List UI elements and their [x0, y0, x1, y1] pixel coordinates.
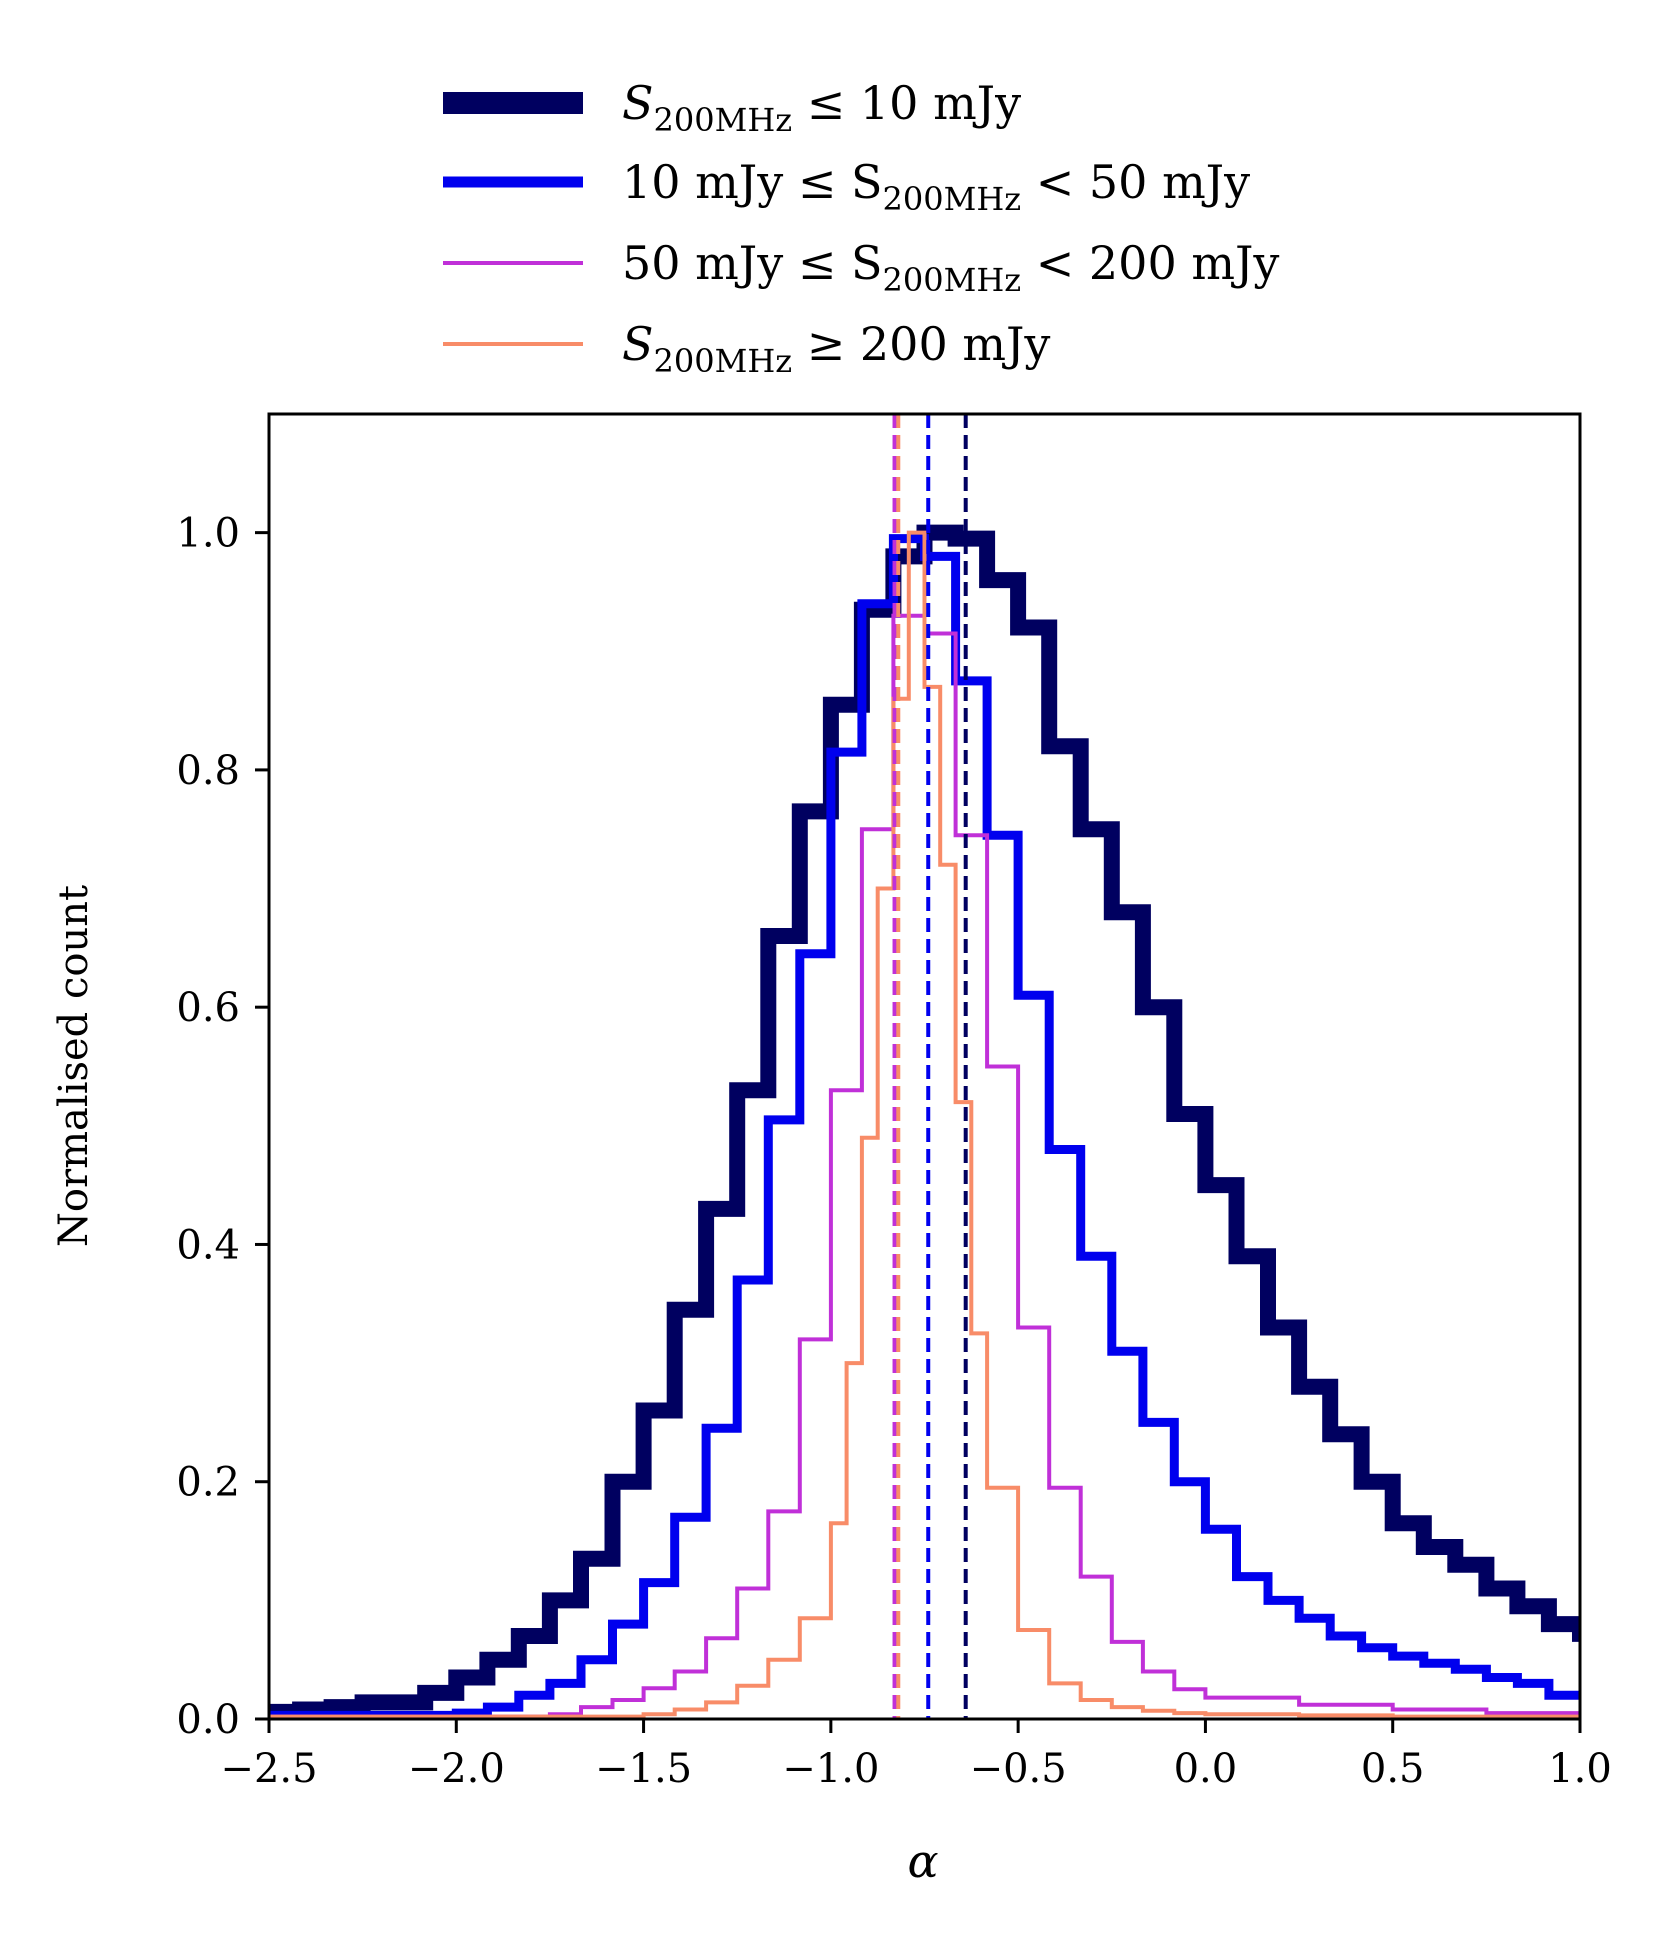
legend-label-3-rest: ≥ 200 mJy	[792, 317, 1050, 371]
legend-label-1-rest: < 50 mJy	[1021, 155, 1250, 209]
legend-label-1: 10 mJy ≤ S200MHz < 50 mJy	[622, 155, 1250, 218]
x-tick-label-7: 1.0	[1548, 1746, 1612, 1792]
x-tick-label-5: 0.0	[1174, 1746, 1238, 1792]
y-tick-label-4: 0.8	[176, 748, 240, 794]
legend-label-1-sub: 200MHz	[883, 180, 1022, 218]
series-group	[269, 414, 1580, 1719]
legend-label-1-head: 10 mJy ≤ S	[622, 155, 883, 209]
x-axis-title: α	[907, 1834, 938, 1888]
plot-area: −2.5 −2.0 −1.5 −1.0 −0.5 0.0 0.5 1.0 0.0 0.2 0.4 0.…	[176, 412, 1612, 1792]
x-tick-label-4: −0.5	[970, 1746, 1067, 1792]
histogram-series-3	[269, 530, 1580, 1719]
y-tick-label-1: 0.2	[176, 1460, 240, 1506]
legend-label-3: S200MHz ≥ 200 mJy	[622, 317, 1050, 380]
legend-label-2-head: 50 mJy ≤ S	[622, 236, 883, 290]
x-tick-label-0: −2.5	[220, 1746, 317, 1792]
legend-entry-3: S200MHz ≥ 200 mJy	[443, 317, 1050, 380]
legend-label-0-sub: 200MHz	[654, 101, 793, 139]
y-tick-label-0: 0.0	[176, 1697, 240, 1743]
histogram-series-0	[269, 524, 1580, 1719]
legend-entry-2: 50 mJy ≤ S200MHz < 200 mJy	[443, 236, 1279, 299]
legend-label-2: 50 mJy ≤ S200MHz < 200 mJy	[622, 236, 1279, 299]
y-tick-label-3: 0.6	[176, 985, 240, 1031]
legend-label-2-sub: 200MHz	[883, 261, 1022, 299]
histogram-series-1	[269, 534, 1580, 1719]
legend-label-3-sub: 200MHz	[654, 342, 793, 380]
legend-label-0-rest: ≤ 10 mJy	[792, 76, 1021, 130]
y-axis-title: Normalised count	[51, 885, 97, 1247]
histogram-series-2	[269, 613, 1580, 1719]
plot-frame	[267, 412, 1582, 1721]
legend-label-0-var: S	[622, 76, 654, 130]
y-tick-label-5: 1.0	[176, 511, 240, 557]
legend: S200MHz ≤ 10 mJy 10 mJy ≤ S200MHz < 50 m…	[443, 76, 1279, 380]
legend-label-3-var: S	[622, 317, 654, 371]
x-tick-label-1: −2.0	[408, 1746, 505, 1792]
x-tick-label-6: 0.5	[1361, 1746, 1425, 1792]
legend-label-2-rest: < 200 mJy	[1021, 236, 1279, 290]
legend-entry-1: 10 mJy ≤ S200MHz < 50 mJy	[443, 155, 1250, 218]
y-tick-label-2: 0.4	[176, 1222, 240, 1268]
legend-label-0: S200MHz ≤ 10 mJy	[622, 76, 1021, 139]
x-tick-label-3: −1.0	[782, 1746, 879, 1792]
legend-entry-0: S200MHz ≤ 10 mJy	[443, 76, 1021, 139]
x-tick-label-2: −1.5	[595, 1746, 692, 1792]
